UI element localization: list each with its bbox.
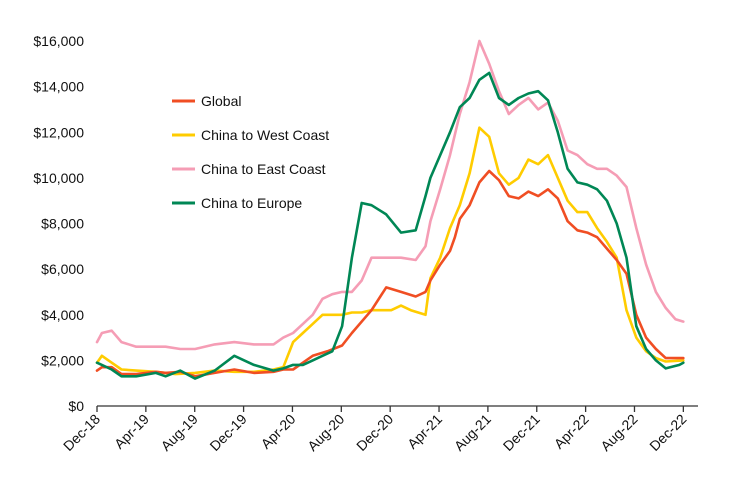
legend-label: China to West Coast: [201, 127, 329, 143]
y-tick-label: $10,000: [33, 170, 84, 186]
y-tick-label: $4,000: [41, 307, 84, 323]
x-tick-label: Apr-21: [404, 411, 445, 452]
x-tick-label: Apr-19: [111, 411, 152, 452]
x-tick-label: Dec-18: [60, 411, 103, 454]
y-tick-label: $2,000: [41, 352, 84, 368]
y-tick-label: $0: [68, 398, 84, 414]
x-tick-label: Aug-22: [597, 411, 640, 454]
x-tick-label: Aug-19: [158, 411, 201, 454]
x-tick-label: Dec-22: [646, 411, 689, 454]
legend-label: China to Europe: [201, 195, 302, 211]
y-axis: $0 $2,000 $4,000 $6,000 $8,000 $10,000 $12,000…: [33, 33, 84, 414]
x-axis: Dec-18 Apr-19 Aug-19 Dec-19 Apr-20 Aug-20 Dec-…: [60, 405, 698, 454]
series-line-china-to-east-coast: [95, 39, 685, 351]
y-tick-label: $6,000: [41, 261, 84, 277]
y-tick-label: $16,000: [33, 33, 84, 49]
x-tick-label: Aug-21: [451, 411, 494, 454]
legend-label: China to East Coast: [201, 161, 326, 177]
y-tick-label: $8,000: [41, 216, 84, 232]
x-tick-label: Aug-20: [304, 411, 347, 454]
x-tick-label: Dec-19: [206, 411, 249, 454]
legend-label: Global: [201, 93, 241, 109]
x-tick-label: Dec-20: [353, 411, 396, 454]
series-line-china-to-europe: [95, 71, 685, 380]
series-line-china-to-west-coast: [95, 126, 685, 376]
y-tick-label: $14,000: [33, 79, 84, 95]
x-tick-label: Dec-21: [500, 411, 543, 454]
legend: Global China to West Coast China to East C…: [172, 93, 329, 211]
y-tick-label: $12,000: [33, 124, 84, 140]
x-tick-label: Apr-20: [258, 411, 299, 452]
x-tick-label: Apr-22: [551, 411, 592, 452]
plot-lines: [95, 39, 685, 380]
